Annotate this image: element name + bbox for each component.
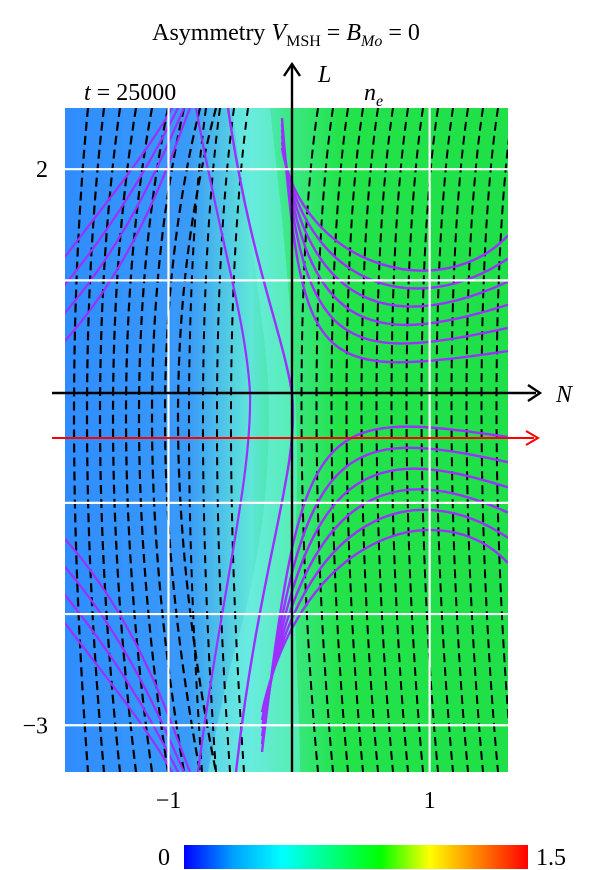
- x-tick-label: 1: [424, 788, 436, 814]
- black-contour: [375, 108, 394, 772]
- l-axis-arrowhead: [283, 61, 301, 77]
- black-contour: [176, 108, 218, 772]
- tick-labels: −1 1 2 −3: [22, 157, 435, 814]
- title-b-sub: Mo: [360, 33, 382, 50]
- black-contour: [137, 108, 170, 772]
- purple-contour: [260, 528, 508, 713]
- purple-contour: [260, 467, 508, 737]
- quantity-sub: e: [376, 93, 383, 110]
- black-contour: [495, 138, 508, 725]
- time-var: t: [84, 80, 92, 106]
- y-tick-label: 2: [36, 157, 48, 183]
- colorbar-min-label: 0: [158, 845, 170, 870]
- black-contour: [435, 108, 454, 772]
- l-axis-label: L: [317, 62, 331, 88]
- black-contour: [465, 108, 484, 772]
- x-tick-label: −1: [156, 788, 182, 814]
- purple-contour: [64, 108, 192, 343]
- black-contour: [315, 108, 334, 772]
- black-contour: [345, 108, 364, 772]
- black-contour: [450, 108, 469, 772]
- title-eq1: =: [321, 20, 347, 46]
- purple-contour: [260, 508, 508, 721]
- purple-contour: [64, 537, 192, 772]
- purple-contour: [280, 141, 508, 290]
- black-contour: [163, 108, 202, 772]
- colorbar-bar: [184, 845, 528, 869]
- black-contour: [405, 108, 424, 772]
- colorbar-max-label: 1.5: [536, 845, 566, 870]
- purple-contour: [64, 621, 173, 772]
- black-contour: [215, 108, 235, 772]
- black-contour: [111, 108, 138, 772]
- chart-title: Asymmetry VMSH = BMo = 0: [152, 20, 420, 50]
- grid-lines: [64, 108, 508, 772]
- purple-contour: [64, 565, 186, 772]
- y-tick-label: −3: [22, 713, 48, 739]
- purple-contour: [280, 135, 508, 308]
- black-contour: [98, 108, 122, 772]
- quantity-label: ne: [364, 80, 383, 110]
- n-axis-label: N: [555, 382, 574, 408]
- black-contour: [124, 108, 154, 772]
- black-contour: [85, 108, 106, 772]
- title-eq2: = 0: [382, 20, 420, 46]
- black-contour: [330, 108, 349, 772]
- purple-contour: [64, 593, 179, 772]
- black-contours: [72, 108, 508, 772]
- black-contour: [300, 108, 319, 772]
- purple-contour: [260, 488, 508, 729]
- time-label: t = 25000: [84, 80, 176, 106]
- black-contour: [360, 108, 379, 772]
- title-prefix: Asymmetry: [152, 20, 271, 46]
- quantity-var: n: [364, 80, 376, 106]
- black-contour: [480, 108, 499, 772]
- purple-contour: [260, 425, 508, 753]
- black-contour: [187, 108, 207, 772]
- purple-contour: [64, 108, 173, 259]
- black-contour: [201, 108, 221, 772]
- axes: [52, 61, 543, 772]
- purple-contour: [260, 446, 508, 745]
- black-contour: [72, 108, 90, 772]
- purple-contour: [64, 108, 186, 315]
- plot-area: [64, 108, 508, 772]
- time-value: = 25000: [91, 80, 177, 106]
- n-axis-arrowhead: [527, 384, 543, 402]
- purple-contour: [280, 117, 508, 364]
- title-v: V: [271, 20, 288, 46]
- cut-line-arrowhead: [525, 430, 540, 446]
- title-b: B: [346, 20, 361, 46]
- title-v-sub: MSH: [286, 33, 321, 50]
- colorbar: 0 1.5: [158, 845, 566, 870]
- purple-contour: [64, 108, 179, 287]
- black-contour: [390, 108, 409, 772]
- ridge-region: [208, 108, 300, 772]
- purple-contour: [280, 147, 508, 272]
